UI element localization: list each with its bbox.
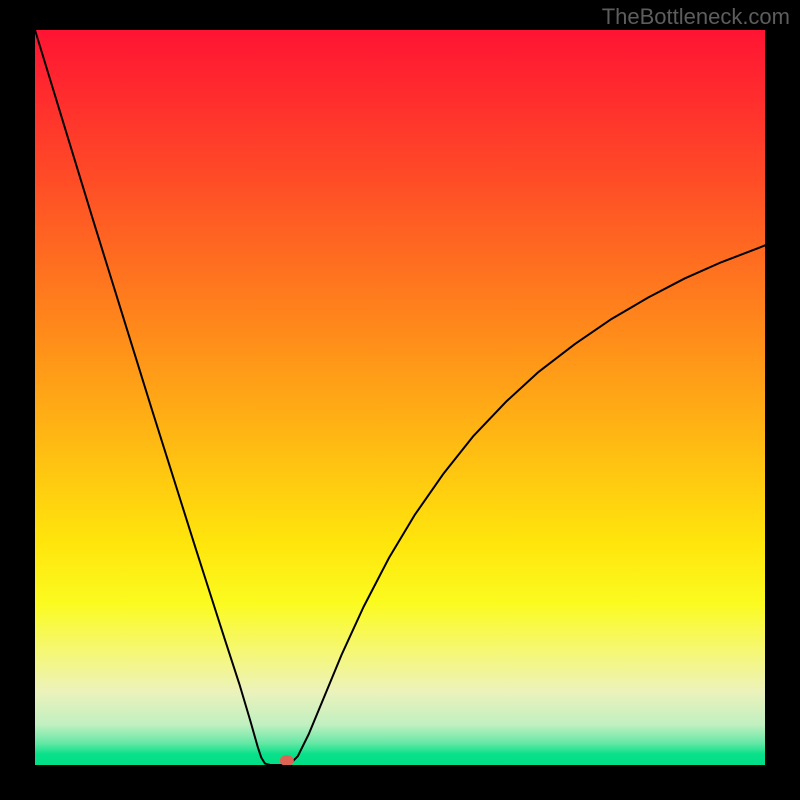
- plot-svg: [35, 30, 765, 765]
- chart-container: TheBottleneck.com: [0, 0, 800, 800]
- watermark-text: TheBottleneck.com: [602, 4, 790, 30]
- chart-background: [35, 30, 765, 765]
